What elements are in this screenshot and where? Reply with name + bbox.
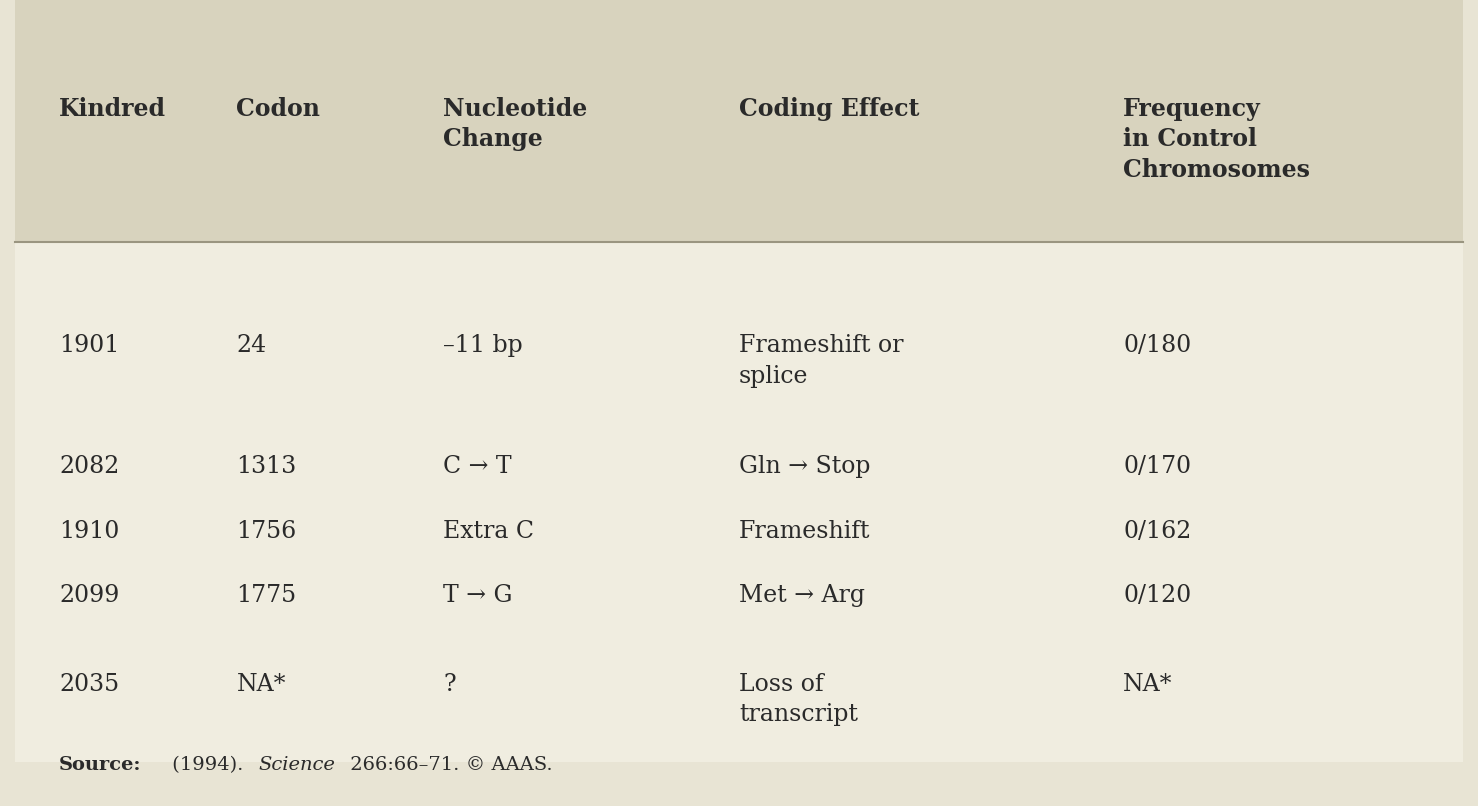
Text: Science: Science xyxy=(259,756,336,774)
Text: (1994).: (1994). xyxy=(166,756,250,774)
Text: Source:: Source: xyxy=(59,756,142,774)
Text: 0/170: 0/170 xyxy=(1123,455,1191,479)
Text: 24: 24 xyxy=(236,334,266,358)
Text: 266:66–71. © AAAS.: 266:66–71. © AAAS. xyxy=(344,756,553,774)
Text: Kindred: Kindred xyxy=(59,97,166,121)
Bar xyxy=(15,0,1463,242)
Text: 2035: 2035 xyxy=(59,673,120,696)
Text: Codon: Codon xyxy=(236,97,321,121)
Text: Extra C: Extra C xyxy=(443,520,535,543)
Text: T → G: T → G xyxy=(443,584,513,608)
Text: Frameshift: Frameshift xyxy=(739,520,871,543)
Text: 0/120: 0/120 xyxy=(1123,584,1191,608)
Text: 1313: 1313 xyxy=(236,455,297,479)
Text: 1756: 1756 xyxy=(236,520,297,543)
Text: 2082: 2082 xyxy=(59,455,120,479)
Bar xyxy=(15,242,1463,762)
Text: C → T: C → T xyxy=(443,455,511,479)
Text: Coding Effect: Coding Effect xyxy=(739,97,919,121)
Text: Loss of
transcript: Loss of transcript xyxy=(739,673,859,726)
Text: Nucleotide
Change: Nucleotide Change xyxy=(443,97,588,152)
Text: 0/180: 0/180 xyxy=(1123,334,1191,358)
Text: ?: ? xyxy=(443,673,457,696)
Text: NA*: NA* xyxy=(1123,673,1172,696)
Text: Frequency
in Control
Chromosomes: Frequency in Control Chromosomes xyxy=(1123,97,1311,182)
Text: 2099: 2099 xyxy=(59,584,120,608)
Text: 1901: 1901 xyxy=(59,334,120,358)
Text: 0/162: 0/162 xyxy=(1123,520,1191,543)
Text: 1910: 1910 xyxy=(59,520,120,543)
Text: NA*: NA* xyxy=(236,673,285,696)
Text: Frameshift or
splice: Frameshift or splice xyxy=(739,334,903,388)
Text: –11 bp: –11 bp xyxy=(443,334,523,358)
Text: Met → Arg: Met → Arg xyxy=(739,584,865,608)
Text: Gln → Stop: Gln → Stop xyxy=(739,455,871,479)
Text: 1775: 1775 xyxy=(236,584,297,608)
